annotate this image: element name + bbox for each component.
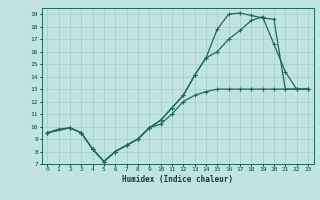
X-axis label: Humidex (Indice chaleur): Humidex (Indice chaleur) <box>122 175 233 184</box>
